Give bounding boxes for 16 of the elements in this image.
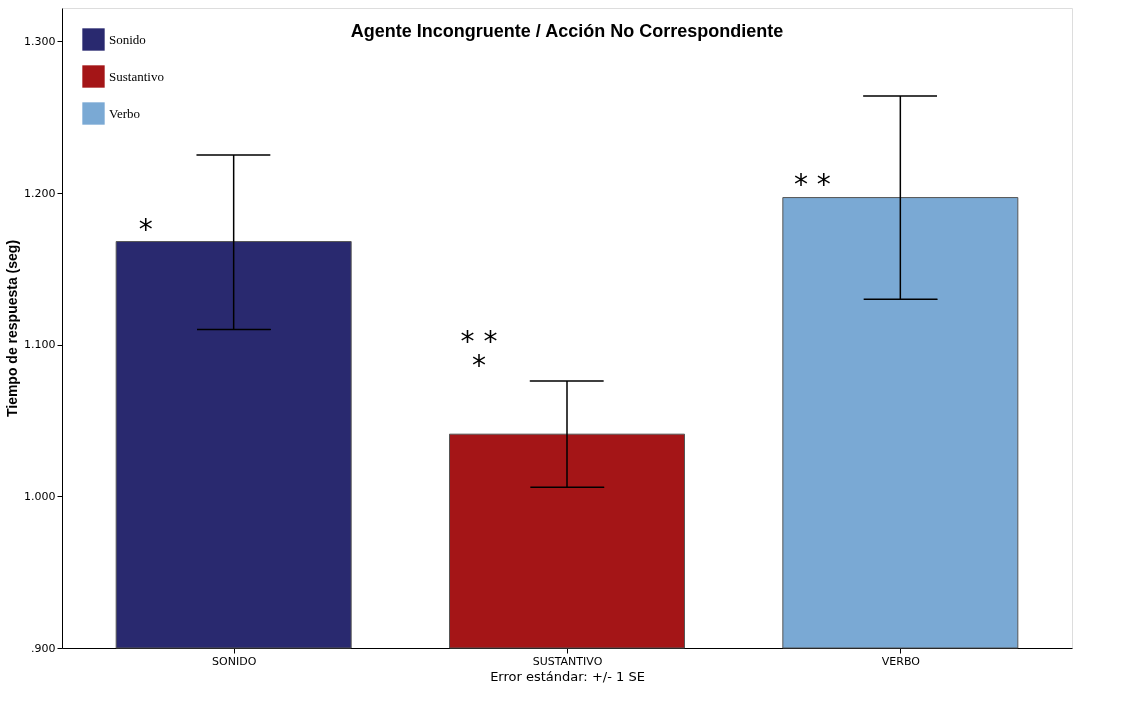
legend-label: Verbo bbox=[109, 105, 141, 121]
x-tick-label: SONIDO bbox=[212, 654, 257, 668]
x-tick-label: SUSTANTIVO bbox=[532, 654, 603, 668]
legend-label: Sustantivo bbox=[109, 68, 164, 84]
y-tick-label: .900 bbox=[31, 641, 56, 655]
legend-label: Sonido bbox=[109, 31, 146, 47]
annotation: * bbox=[138, 213, 153, 247]
annotation: * * bbox=[793, 167, 831, 201]
y-tick-label: 1.200 bbox=[24, 186, 56, 200]
text: Agente Incongruente / Acción No Correspondiente bbox=[350, 21, 784, 41]
y-tick-label: 1.100 bbox=[24, 338, 56, 352]
x-axis-title: Error estándar: +/- 1 SE bbox=[490, 668, 645, 684]
y-tick-label: 1.300 bbox=[24, 34, 56, 48]
y-tick-label: 1.000 bbox=[24, 489, 56, 503]
x-tick-label: VERBO bbox=[881, 654, 921, 668]
y-axis-title: Tiempo de respuesta (seg) bbox=[4, 239, 21, 418]
